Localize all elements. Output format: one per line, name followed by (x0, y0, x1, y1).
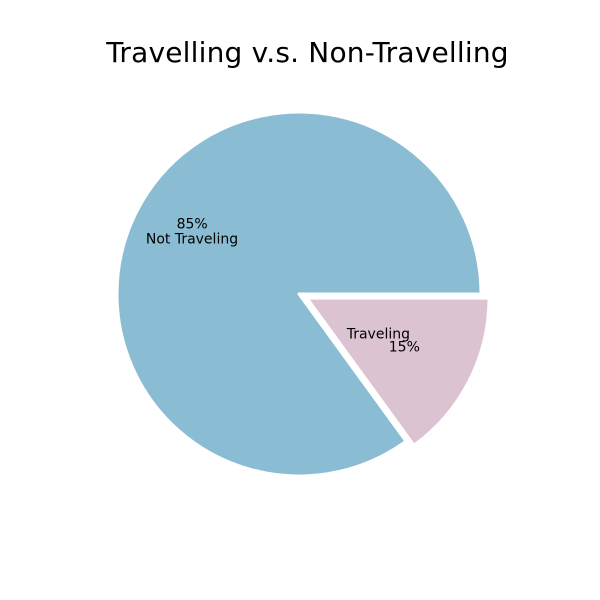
slice-label-not-traveling: Not Traveling (146, 231, 238, 247)
pie-slice-traveling (305, 296, 491, 447)
slice-percent-not-traveling: 85% (177, 217, 208, 233)
pie-slice-not-traveling (115, 110, 483, 478)
slice-percent-traveling: 15% (389, 340, 420, 356)
slice-label-traveling: Traveling (346, 326, 410, 342)
chart-title: Travelling v.s. Non-Travelling (106, 36, 509, 69)
